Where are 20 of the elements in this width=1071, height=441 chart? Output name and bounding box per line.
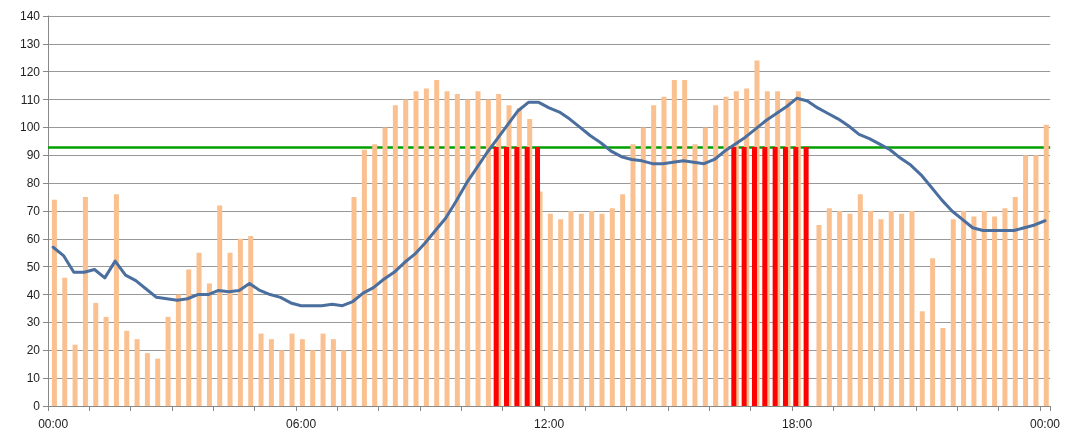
y-tick-label: 60 xyxy=(26,231,41,246)
x-tick-label: 18:00 xyxy=(782,417,813,431)
y-tick-label: 90 xyxy=(26,148,41,163)
y-tick-label: 20 xyxy=(26,343,41,358)
y-tick-label: 100 xyxy=(19,120,41,135)
y-tick-label: 10 xyxy=(26,371,41,386)
y-tick-label: 70 xyxy=(26,204,41,218)
y-tick-label: 130 xyxy=(19,36,41,51)
y-tick-label: 0 xyxy=(33,399,41,413)
x-tick-label: 00:00 xyxy=(1029,417,1061,431)
y-tick-label: 50 xyxy=(26,259,41,274)
y-tick-label: 40 xyxy=(26,287,41,302)
y-tick-label: 120 xyxy=(19,64,41,79)
y-tick-label: 30 xyxy=(26,315,41,330)
x-tick-label: 00:00 xyxy=(38,417,69,431)
y-tick-label: 110 xyxy=(20,92,41,107)
x-tick-label: 12:00 xyxy=(534,417,565,431)
y-tick-label: 80 xyxy=(26,176,41,191)
x-tick-label: 06:00 xyxy=(286,417,317,431)
y-tick-label: 140 xyxy=(19,9,41,23)
